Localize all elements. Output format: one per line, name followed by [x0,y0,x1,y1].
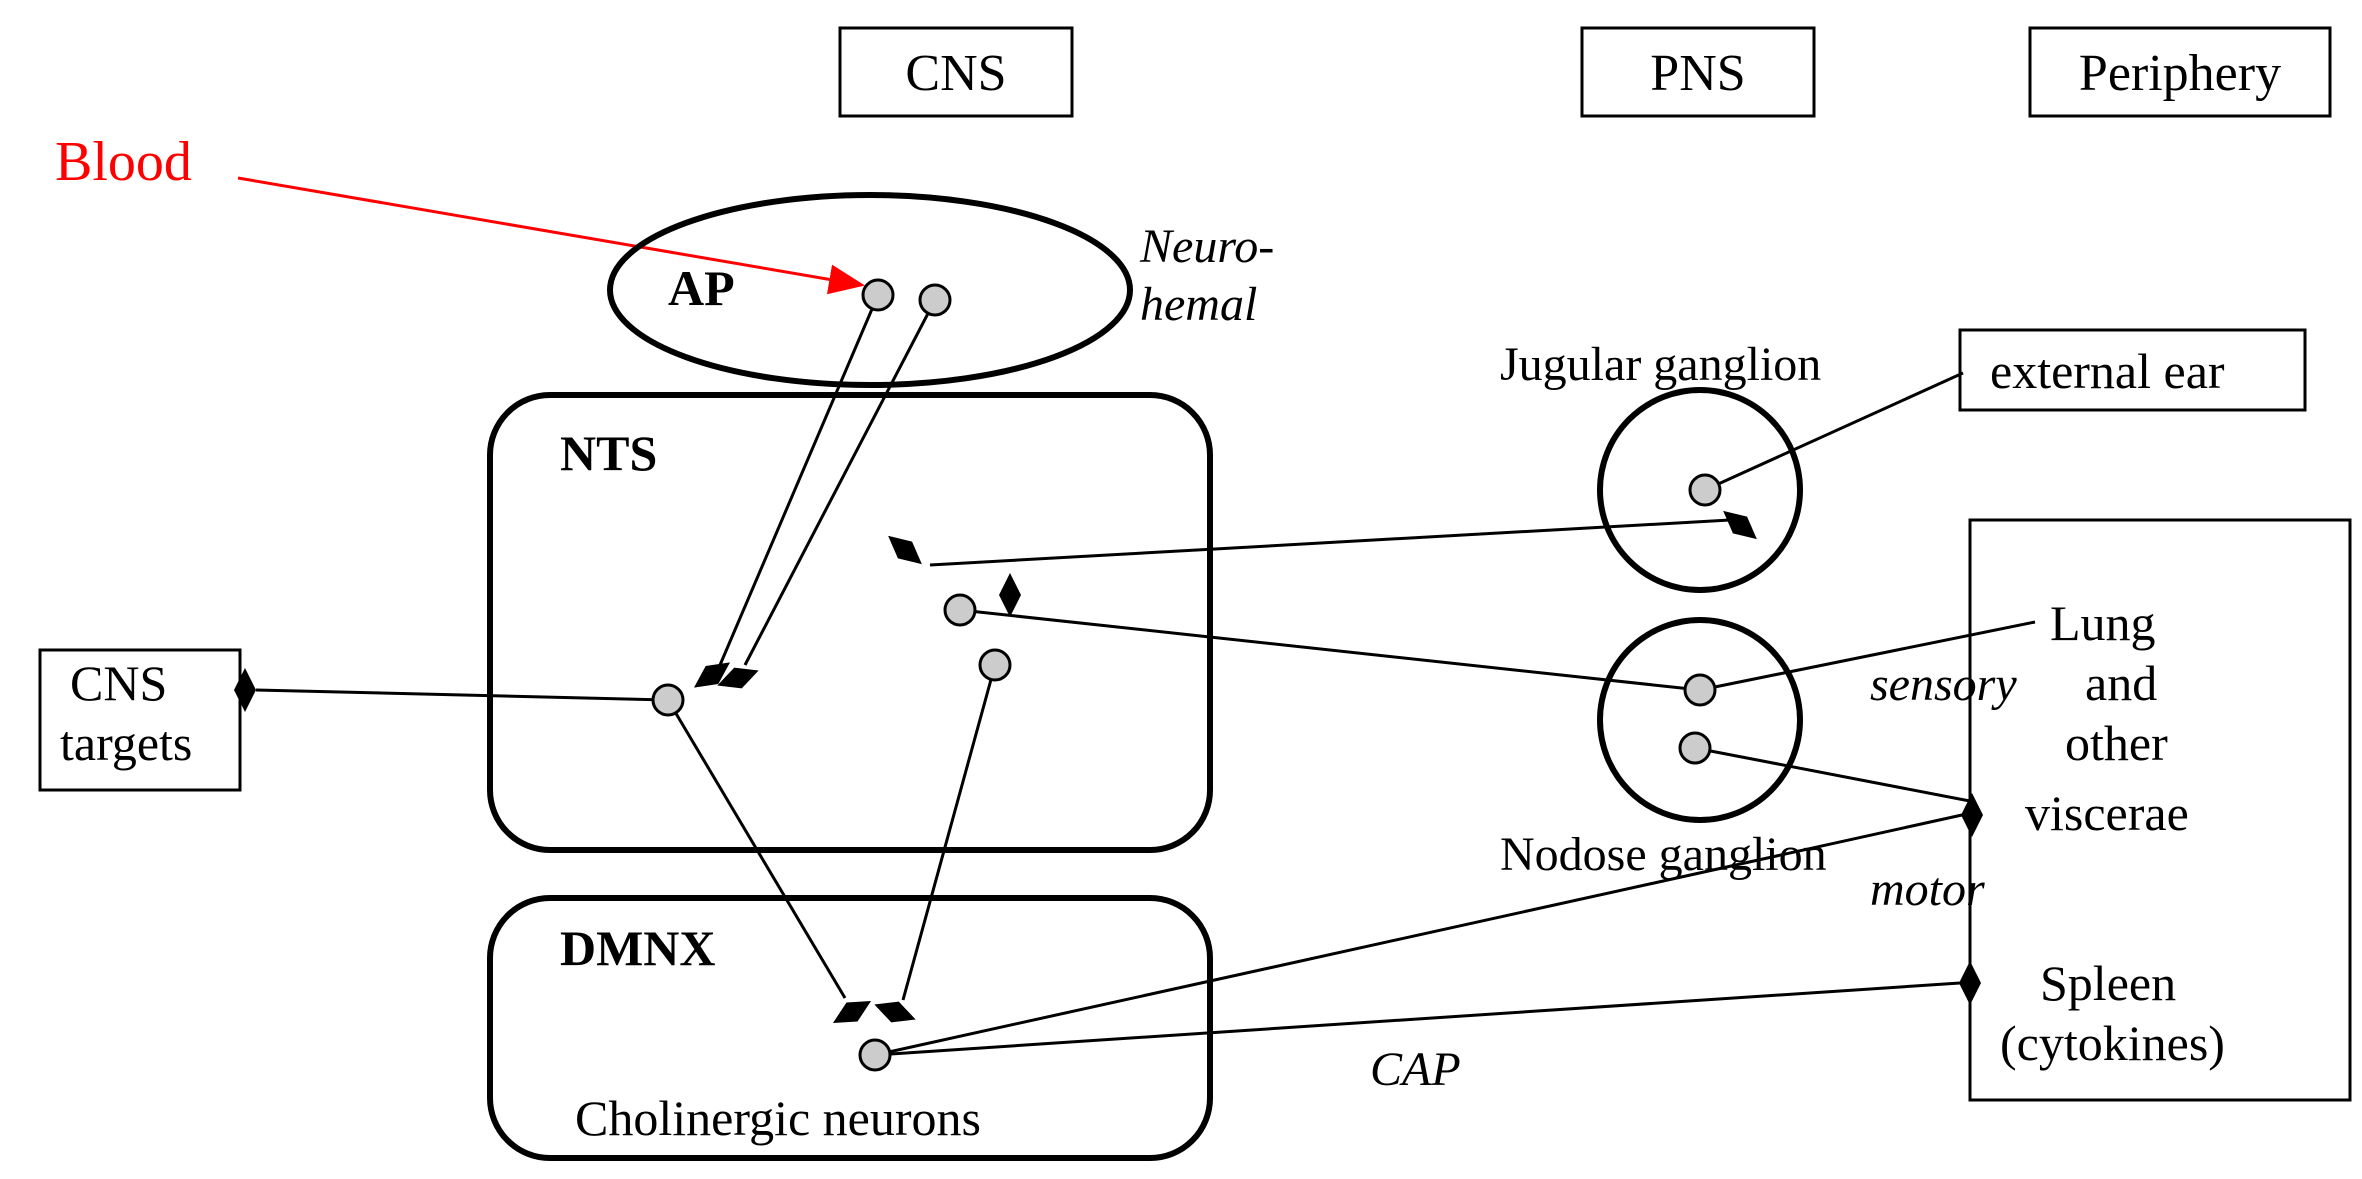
pns-header-label: PNS [1650,45,1745,102]
dmnx-label: DMNX [560,920,716,976]
cytokines-label: (cytokines) [2000,1015,2225,1071]
terminals [234,502,1983,1032]
viscerae-label: viscerae [2025,785,2189,841]
external-ear-label: external ear [1990,343,2225,399]
header-cns: CNS [840,28,1072,116]
and-label: and [2085,655,2157,711]
neuron-icon [653,685,683,715]
neuron-icon [863,280,893,310]
terminal-icon [871,994,920,1030]
terminal-icon [1716,502,1764,547]
jugular-label: Jugular ganglion [1500,338,1821,391]
terminal-icon [827,991,876,1032]
cns-header-label: CNS [905,45,1006,102]
blood-label: Blood [55,131,192,193]
neuron-icon [1680,733,1710,763]
diagram-canvas: CNS PNS Periphery Blood AP Neuro- hemal … [0,0,2362,1179]
periphery-header-label: Periphery [2079,45,2281,102]
other-label: other [2065,715,2168,771]
edge [960,610,1700,690]
sensory-label: sensory [1870,658,2017,711]
terminal-icon [1959,961,1981,1005]
header-periphery: Periphery [2030,28,2330,116]
cns-targets-label-2: targets [60,715,192,771]
edges [256,295,2035,1055]
edge [256,690,668,700]
nodose-label: Nodose ganglion [1500,828,1827,881]
terminal-icon [999,573,1021,617]
neurohemal-label-2: hemal [1140,278,1257,331]
neuron-icon [980,650,1010,680]
cholinergic-label: Cholinergic neurons [575,1090,981,1146]
neurohemal-label-1: Neuro- [1139,220,1274,273]
neuron-icon [860,1040,890,1070]
ap-label: AP [668,260,735,316]
terminal-icon [234,668,256,712]
neuron-icon [1685,675,1715,705]
neuron-icon [1690,475,1720,505]
lung-label: Lung [2050,595,2156,651]
neuron-icon [945,595,975,625]
terminal-icon [881,527,929,572]
edge [1695,748,1975,802]
nodose-circle [1600,620,1800,820]
edge [903,665,995,1000]
motor-label: motor [1870,863,1985,916]
header-pns: PNS [1582,28,1814,116]
cns-targets-label-1: CNS [70,655,167,711]
cap-label: CAP [1370,1043,1461,1096]
neuron-icon [920,285,950,315]
nts-label: NTS [560,425,657,481]
spleen-label: Spleen [2040,955,2176,1011]
